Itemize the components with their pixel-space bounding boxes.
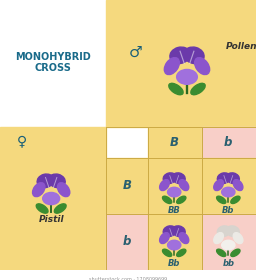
Ellipse shape (191, 83, 205, 95)
Text: b: b (224, 136, 232, 149)
Ellipse shape (226, 226, 239, 237)
Ellipse shape (231, 196, 240, 204)
Ellipse shape (36, 204, 48, 213)
Ellipse shape (169, 83, 183, 95)
Ellipse shape (163, 226, 176, 237)
Bar (202, 127, 256, 158)
Ellipse shape (195, 58, 210, 74)
Ellipse shape (184, 47, 204, 64)
Text: Pollen: Pollen (225, 42, 257, 51)
Text: Bb: Bb (222, 206, 235, 214)
Text: Pistil: Pistil (38, 215, 64, 224)
Ellipse shape (177, 249, 186, 256)
Text: shutterstock.com · 1708099699: shutterstock.com · 1708099699 (89, 277, 167, 280)
Ellipse shape (32, 183, 45, 197)
Ellipse shape (179, 233, 189, 244)
Bar (202, 158, 256, 214)
Ellipse shape (162, 249, 172, 256)
Bar (148, 158, 202, 214)
Ellipse shape (217, 226, 230, 237)
Ellipse shape (214, 233, 223, 244)
Bar (106, 214, 148, 270)
Bar (148, 214, 202, 270)
Ellipse shape (226, 173, 239, 183)
Bar (202, 214, 256, 270)
Ellipse shape (222, 187, 235, 197)
Ellipse shape (167, 187, 181, 197)
Ellipse shape (162, 196, 172, 204)
Ellipse shape (217, 196, 226, 204)
Text: ♂: ♂ (129, 45, 143, 60)
Ellipse shape (160, 233, 169, 244)
Bar (148, 127, 202, 158)
Ellipse shape (164, 58, 179, 74)
Ellipse shape (222, 240, 235, 250)
Ellipse shape (43, 192, 60, 205)
Ellipse shape (217, 249, 226, 256)
Ellipse shape (167, 240, 181, 250)
Bar (106, 158, 148, 214)
Ellipse shape (177, 196, 186, 204)
Text: Bb: Bb (168, 258, 180, 268)
Text: B: B (122, 179, 132, 192)
Bar (0, 0, 106, 127)
Text: BB: BB (168, 206, 180, 214)
Ellipse shape (231, 249, 240, 256)
Ellipse shape (177, 69, 197, 84)
Ellipse shape (179, 180, 189, 191)
Ellipse shape (233, 233, 243, 244)
Bar (106, 0, 256, 127)
Text: MONOHYBRID
CROSS: MONOHYBRID CROSS (15, 52, 91, 73)
Ellipse shape (170, 47, 190, 64)
Ellipse shape (54, 204, 66, 213)
Ellipse shape (57, 183, 70, 197)
Text: B: B (170, 136, 179, 149)
Ellipse shape (214, 180, 223, 191)
Ellipse shape (172, 173, 185, 183)
Ellipse shape (233, 180, 243, 191)
Ellipse shape (163, 173, 176, 183)
Bar (0, 127, 106, 270)
Ellipse shape (48, 174, 65, 188)
Ellipse shape (160, 180, 169, 191)
Ellipse shape (37, 174, 54, 188)
Text: b: b (123, 235, 131, 248)
Text: bb: bb (222, 258, 234, 268)
Ellipse shape (172, 226, 185, 237)
Ellipse shape (217, 173, 230, 183)
Text: ♀: ♀ (17, 135, 27, 149)
